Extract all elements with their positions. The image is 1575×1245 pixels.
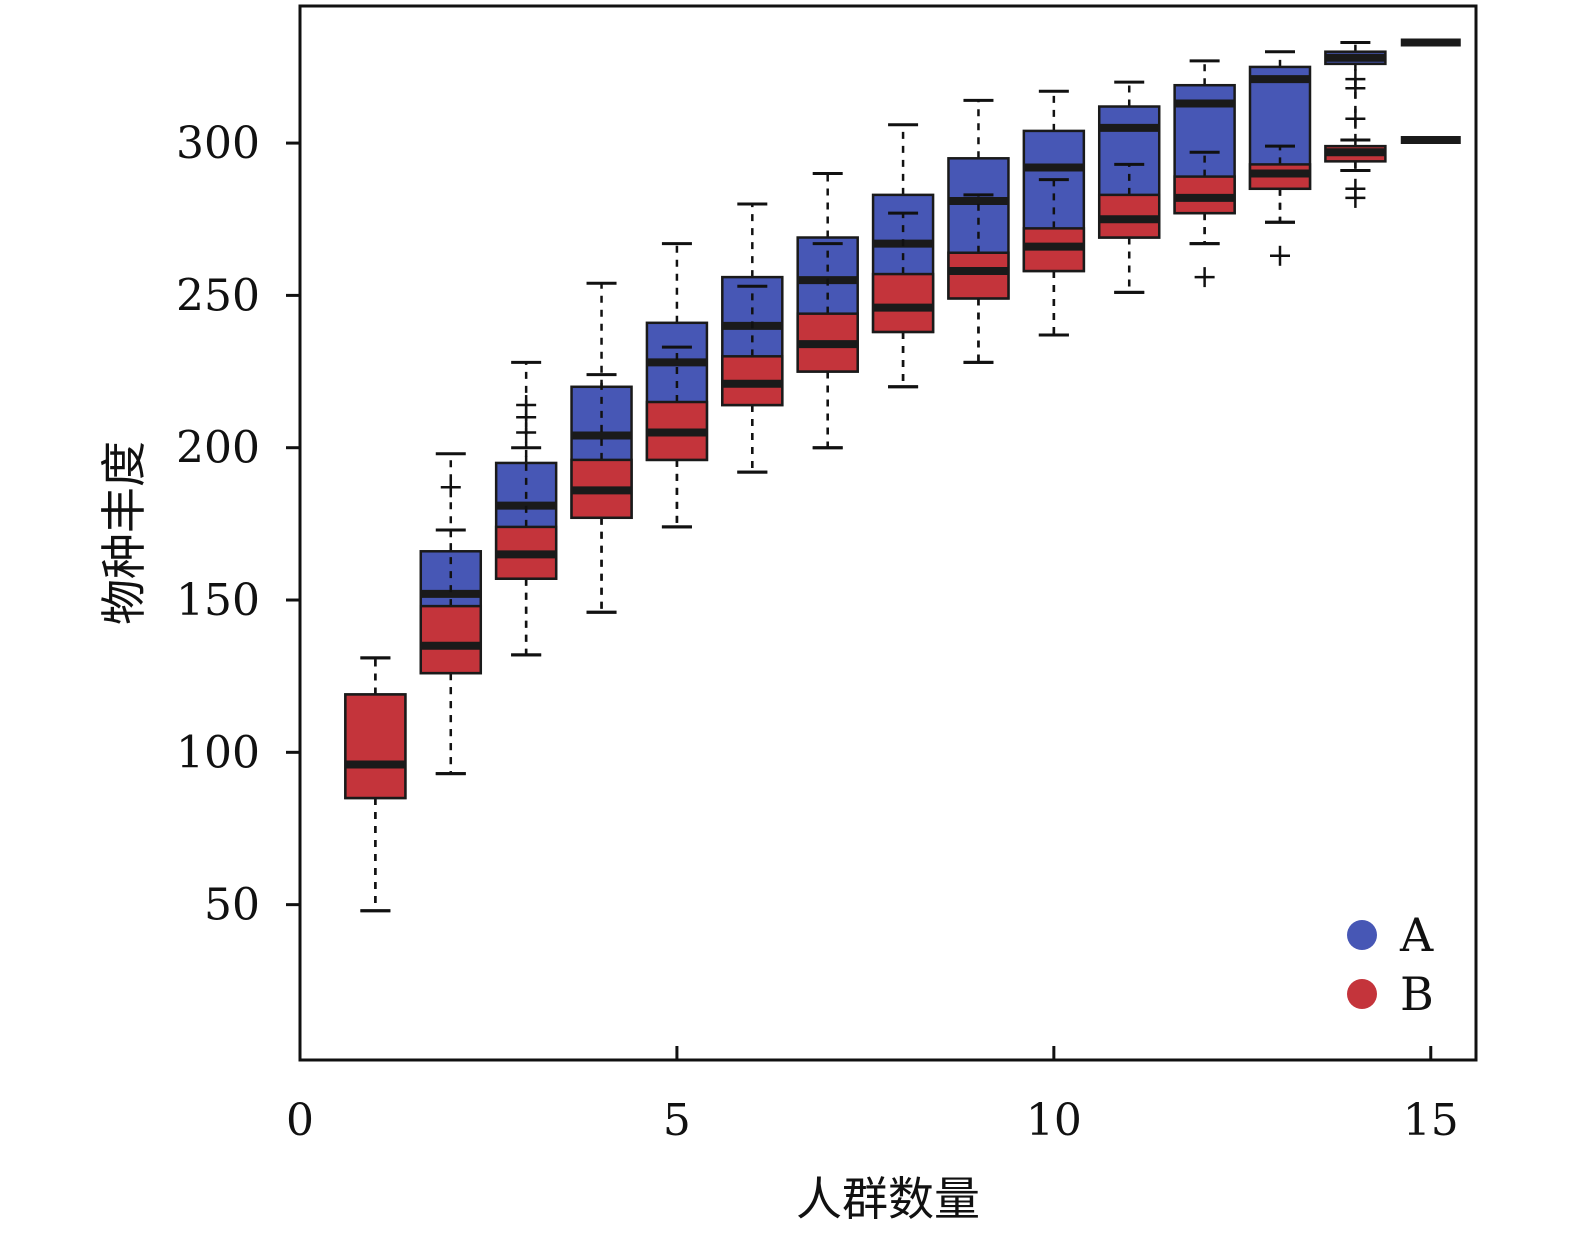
legend-item-a: A [1347,908,1434,962]
plot-area [344,38,1461,913]
legend-item-b: B [1347,967,1434,1021]
x-tick-label: 5 [663,1095,691,1146]
box-b-13 [1248,144,1312,266]
y-tick-label: 300 [176,118,260,169]
box-b-3 [494,446,558,657]
x-axis-title: 人群数量 [796,1172,980,1226]
x-tick-label: 10 [1026,1095,1082,1146]
box-b-11 [1097,162,1161,294]
box-body-b [344,693,407,800]
box-a-11 [1097,80,1161,294]
y-tick-label: 50 [204,880,260,931]
box-b-8 [871,211,935,389]
y-tick-label: 100 [176,727,260,778]
outlier-marker-b [1194,267,1215,288]
box-b-14 [1324,138,1387,172]
box-a-13 [1248,50,1312,224]
box-a-9 [947,98,1010,364]
box-body-b [947,251,1010,300]
outlier-marker-a [440,477,461,498]
box-b-10 [1022,178,1086,337]
legend-label-b: B [1400,967,1434,1021]
outlier-marker-a [1345,78,1366,99]
legend: AB [1347,908,1434,1021]
box-b-5 [645,345,709,529]
outlier-marker-b [1270,245,1290,266]
axes: 50 100 150 200 250 300 0 5 10 15 [176,118,1459,1146]
legend-marker-a [1347,920,1377,950]
box-b-4 [570,373,633,614]
box-body-b [871,272,935,334]
box-b-9 [947,193,1010,364]
plot-frame [298,4,1478,1062]
box-a-14 [1324,41,1387,208]
box-b-1 [344,656,407,913]
y-axis-title: 物种丰度 [97,441,151,625]
y-tick-label: 250 [176,270,260,321]
legend-label-a: A [1399,908,1434,962]
x-tick-label: 0 [286,1095,314,1146]
outlier-marker-a [516,422,537,443]
legend-marker-b [1347,979,1377,1009]
box-b-2 [419,528,483,776]
box-b-6 [721,284,784,474]
outlier-marker-a [1345,108,1366,129]
series-b [344,136,1461,913]
outlier-marker-a [1345,187,1366,208]
box-b-12 [1173,150,1236,288]
box-body-b [419,604,483,675]
y-tick-label: 200 [176,423,260,474]
x-tick-label: 15 [1403,1095,1459,1146]
y-tick-label: 150 [176,575,260,626]
box-b-7 [796,242,859,450]
